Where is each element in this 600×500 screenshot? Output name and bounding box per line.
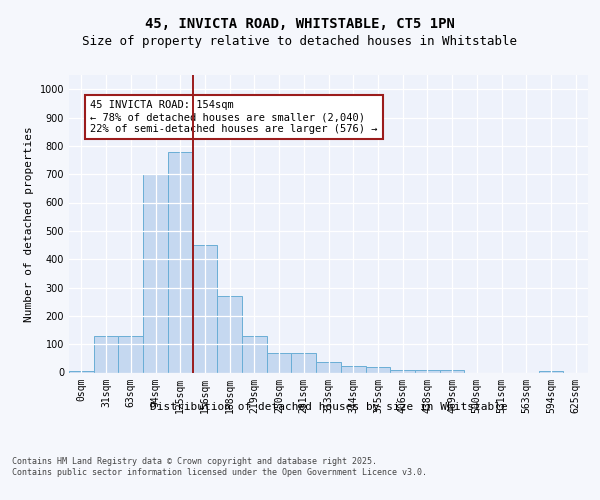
Text: Size of property relative to detached houses in Whitstable: Size of property relative to detached ho… [83,35,517,48]
Bar [267,352,292,372]
Y-axis label: Number of detached properties: Number of detached properties [24,126,34,322]
Bar [143,174,168,372]
Bar [217,296,242,372]
Bar [168,152,193,372]
Bar [365,367,390,372]
Bar [193,245,217,372]
Bar [316,362,341,372]
Bar [69,371,94,372]
Text: 45, INVICTA ROAD, WHITSTABLE, CT5 1PN: 45, INVICTA ROAD, WHITSTABLE, CT5 1PN [145,18,455,32]
Bar [341,366,365,372]
Bar [118,336,143,372]
Text: 45 INVICTA ROAD: 154sqm
← 78% of detached houses are smaller (2,040)
22% of semi: 45 INVICTA ROAD: 154sqm ← 78% of detache… [90,100,377,134]
Bar [539,371,563,372]
Text: Contains HM Land Registry data © Crown copyright and database right 2025.
Contai: Contains HM Land Registry data © Crown c… [12,458,427,477]
Bar [415,370,440,372]
Bar [242,336,267,372]
Bar [390,370,415,372]
Bar [440,370,464,372]
Text: Distribution of detached houses by size in Whitstable: Distribution of detached houses by size … [150,402,508,412]
Bar [292,353,316,372]
Bar [94,336,118,372]
